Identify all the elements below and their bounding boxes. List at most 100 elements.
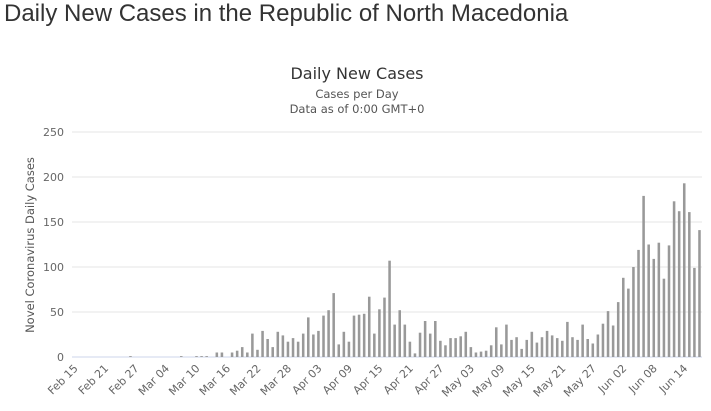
bar[interactable] — [632, 267, 635, 357]
bar[interactable] — [484, 350, 488, 357]
bar[interactable] — [505, 324, 508, 357]
bar[interactable] — [611, 325, 615, 358]
bar[interactable] — [561, 340, 564, 357]
bar[interactable] — [342, 331, 346, 357]
bar[interactable] — [698, 230, 701, 357]
bar[interactable] — [230, 352, 234, 358]
bar[interactable] — [576, 339, 579, 357]
bar[interactable] — [540, 337, 544, 357]
bar[interactable] — [251, 333, 254, 357]
bar[interactable] — [261, 330, 264, 357]
bar[interactable] — [200, 356, 203, 357]
bar[interactable] — [591, 343, 595, 358]
bar[interactable] — [332, 293, 335, 357]
bar[interactable] — [622, 277, 625, 357]
bar[interactable] — [647, 244, 650, 358]
bar[interactable] — [688, 212, 691, 357]
bar[interactable] — [479, 351, 483, 357]
bar[interactable] — [434, 321, 437, 357]
bar[interactable] — [474, 352, 478, 358]
bar[interactable] — [428, 333, 432, 357]
bar[interactable] — [413, 353, 417, 357]
bar[interactable] — [418, 332, 422, 357]
bar[interactable] — [449, 338, 452, 357]
bar[interactable] — [545, 330, 549, 357]
bar[interactable] — [520, 348, 523, 357]
bar[interactable] — [235, 350, 239, 357]
bar[interactable] — [266, 339, 269, 357]
bar[interactable] — [352, 315, 356, 357]
bar[interactable] — [693, 267, 696, 357]
bar[interactable] — [566, 321, 569, 357]
bar[interactable] — [291, 338, 295, 357]
bar[interactable] — [179, 356, 183, 357]
bar[interactable] — [205, 356, 208, 357]
bar[interactable] — [637, 249, 640, 357]
bar[interactable] — [571, 337, 574, 357]
bar[interactable] — [129, 356, 132, 357]
bar[interactable] — [215, 352, 219, 358]
bar[interactable] — [489, 345, 493, 357]
bar[interactable] — [510, 339, 513, 357]
bar[interactable] — [606, 311, 610, 357]
bar[interactable] — [444, 345, 447, 357]
bar[interactable] — [408, 341, 412, 357]
bar[interactable] — [312, 334, 315, 358]
bar[interactable] — [667, 245, 671, 357]
bar[interactable] — [220, 352, 224, 358]
bar[interactable] — [373, 333, 376, 357]
bar[interactable] — [393, 324, 396, 357]
bar[interactable] — [388, 260, 391, 357]
bar[interactable] — [677, 211, 681, 357]
bar[interactable] — [652, 258, 656, 357]
bar[interactable] — [296, 341, 300, 357]
bar[interactable] — [682, 183, 686, 357]
bar[interactable] — [550, 335, 554, 357]
bar[interactable] — [500, 344, 503, 357]
bar[interactable] — [439, 340, 442, 357]
bar[interactable] — [530, 331, 534, 357]
bar[interactable] — [581, 324, 584, 357]
bar[interactable] — [281, 335, 285, 357]
bar[interactable] — [586, 339, 589, 357]
bar[interactable] — [469, 347, 473, 357]
bar[interactable] — [276, 331, 280, 357]
bar[interactable] — [322, 315, 325, 357]
bar[interactable] — [423, 321, 427, 357]
bar[interactable] — [515, 337, 518, 357]
bar[interactable] — [383, 297, 386, 357]
bar[interactable] — [271, 347, 274, 357]
bar[interactable] — [672, 201, 676, 357]
bar[interactable] — [398, 310, 402, 357]
bar[interactable] — [317, 330, 320, 357]
bar[interactable] — [627, 288, 630, 357]
bar[interactable] — [357, 314, 361, 357]
bar[interactable] — [464, 331, 468, 357]
bar[interactable] — [642, 195, 645, 357]
bar[interactable] — [327, 310, 330, 357]
bar[interactable] — [601, 323, 605, 357]
bar[interactable] — [367, 296, 371, 357]
bar[interactable] — [403, 324, 407, 357]
bar[interactable] — [525, 339, 529, 357]
bar[interactable] — [337, 344, 341, 357]
bar[interactable] — [555, 338, 559, 357]
bar[interactable] — [454, 338, 457, 357]
bar[interactable] — [494, 327, 498, 357]
bar[interactable] — [256, 349, 259, 357]
bar[interactable] — [459, 336, 462, 357]
bar[interactable] — [286, 341, 290, 357]
bar[interactable] — [301, 333, 305, 357]
bar[interactable] — [535, 342, 539, 357]
bar[interactable] — [662, 278, 666, 357]
bar[interactable] — [246, 352, 249, 358]
bar[interactable] — [362, 313, 366, 357]
bar[interactable] — [616, 302, 620, 357]
bar[interactable] — [657, 242, 661, 357]
bar[interactable] — [378, 309, 381, 357]
bar[interactable] — [307, 317, 310, 357]
bar[interactable] — [596, 334, 600, 358]
bar[interactable] — [240, 347, 244, 357]
bar[interactable] — [195, 356, 198, 357]
bar[interactable] — [347, 341, 351, 357]
